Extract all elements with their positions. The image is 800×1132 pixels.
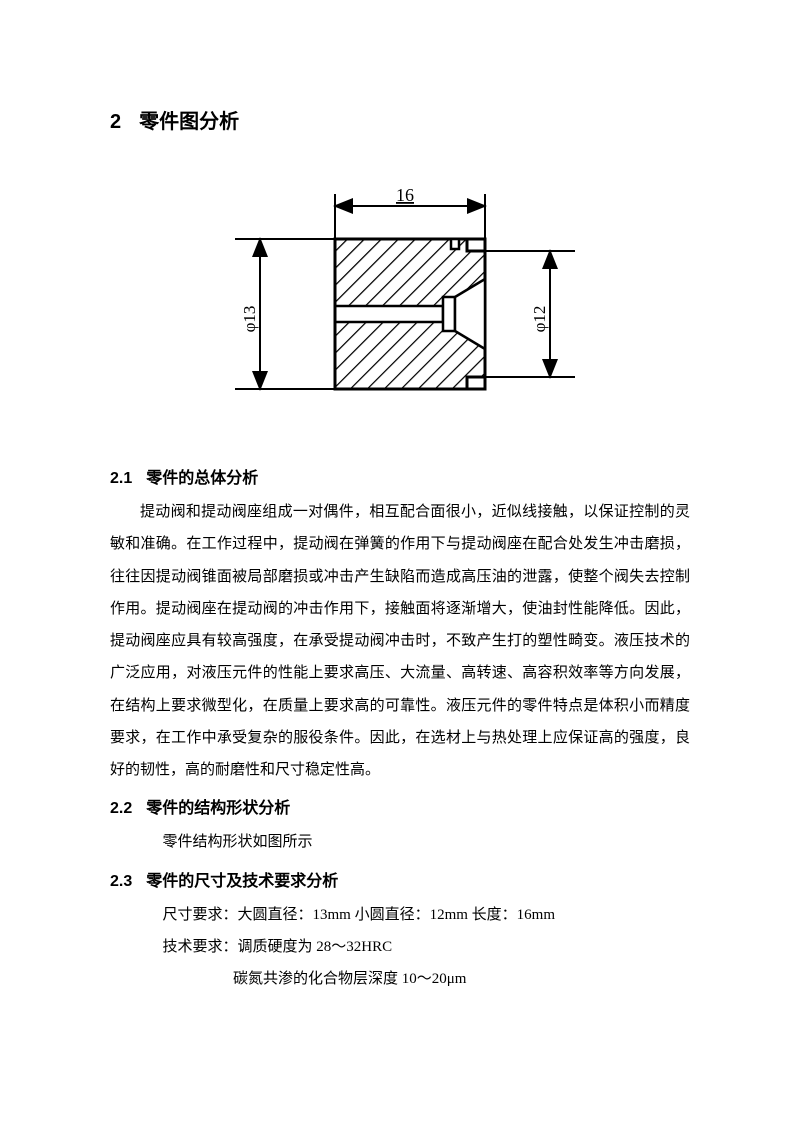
sub22-number: 2.2 bbox=[110, 800, 132, 817]
diagram-container: 16 φ13 φ12 bbox=[110, 184, 690, 414]
sub22-title: 零件的结构形状分析 bbox=[146, 800, 290, 817]
sub23-line1: 尺寸要求：大圆直径：13mm 小圆直径：12mm 长度：16mm bbox=[110, 899, 690, 931]
section-number: 2 bbox=[110, 111, 121, 133]
sub21-title: 零件的总体分析 bbox=[146, 470, 258, 487]
sub23-line2: 技术要求：调质硬度为 28～32HRC bbox=[110, 931, 690, 963]
section-heading: 2 零件图分析 bbox=[110, 105, 690, 134]
sub22-body: 零件结构形状如图所示 bbox=[110, 826, 690, 858]
dim-right-value: φ12 bbox=[530, 306, 549, 333]
subsection-21-heading: 2.1 零件的总体分析 bbox=[110, 464, 690, 488]
subsection-23-heading: 2.3 零件的尺寸及技术要求分析 bbox=[110, 867, 690, 891]
section-title: 零件图分析 bbox=[139, 111, 239, 133]
dim-left-value: φ13 bbox=[240, 306, 259, 333]
dim-top-value: 16 bbox=[396, 185, 414, 205]
sub21-number: 2.1 bbox=[110, 470, 132, 487]
sub23-line3: 碳氮共渗的化合物层深度 10～20μm bbox=[110, 963, 690, 995]
dim-right: φ12 bbox=[485, 251, 575, 377]
dim-left: φ13 bbox=[235, 239, 335, 389]
dim-top: 16 bbox=[335, 185, 485, 239]
sub23-number: 2.3 bbox=[110, 873, 132, 890]
part-diagram: 16 φ13 φ12 bbox=[215, 184, 585, 414]
sub21-body: 提动阀和提动阀座组成一对偶件，相互配合面很小，近似线接触，以保证控制的灵敏和准确… bbox=[110, 496, 690, 786]
sub23-title: 零件的尺寸及技术要求分析 bbox=[146, 873, 338, 890]
subsection-22-heading: 2.2 零件的结构形状分析 bbox=[110, 794, 690, 818]
